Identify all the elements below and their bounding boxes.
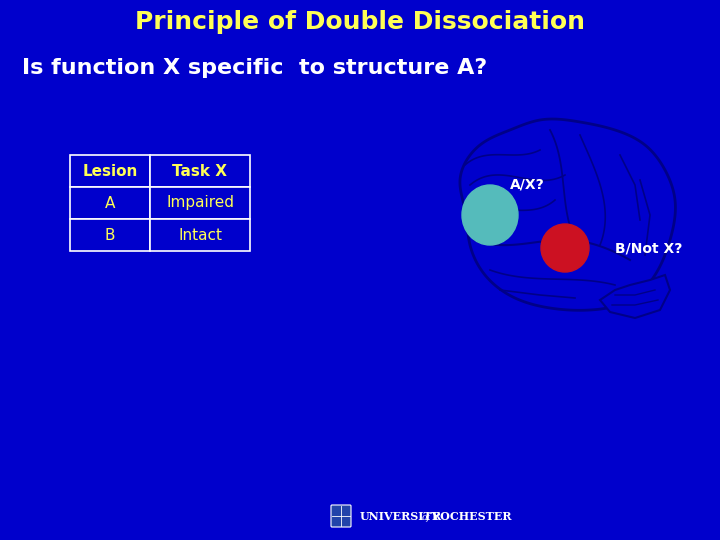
FancyBboxPatch shape bbox=[150, 155, 250, 187]
Text: Principle of Double Dissociation: Principle of Double Dissociation bbox=[135, 10, 585, 34]
Text: B: B bbox=[104, 227, 115, 242]
Ellipse shape bbox=[541, 224, 589, 272]
Text: Is function X specific  to structure A?: Is function X specific to structure A? bbox=[22, 58, 487, 78]
Polygon shape bbox=[460, 119, 675, 310]
FancyBboxPatch shape bbox=[70, 219, 150, 251]
FancyBboxPatch shape bbox=[70, 187, 150, 219]
Text: B/Not X?: B/Not X? bbox=[615, 241, 683, 255]
Text: of: of bbox=[422, 512, 431, 522]
Text: A: A bbox=[105, 195, 115, 211]
FancyBboxPatch shape bbox=[150, 187, 250, 219]
Text: A/X?: A/X? bbox=[510, 178, 545, 192]
Ellipse shape bbox=[462, 185, 518, 245]
FancyBboxPatch shape bbox=[70, 155, 150, 187]
Polygon shape bbox=[600, 275, 670, 318]
FancyBboxPatch shape bbox=[331, 505, 351, 527]
Text: Intact: Intact bbox=[178, 227, 222, 242]
FancyBboxPatch shape bbox=[150, 219, 250, 251]
Text: Impaired: Impaired bbox=[166, 195, 234, 211]
Text: Lesion: Lesion bbox=[82, 164, 138, 179]
Text: Task X: Task X bbox=[173, 164, 228, 179]
Text: ROCHESTER: ROCHESTER bbox=[432, 511, 513, 523]
Text: UNIVERSITY: UNIVERSITY bbox=[360, 511, 441, 523]
